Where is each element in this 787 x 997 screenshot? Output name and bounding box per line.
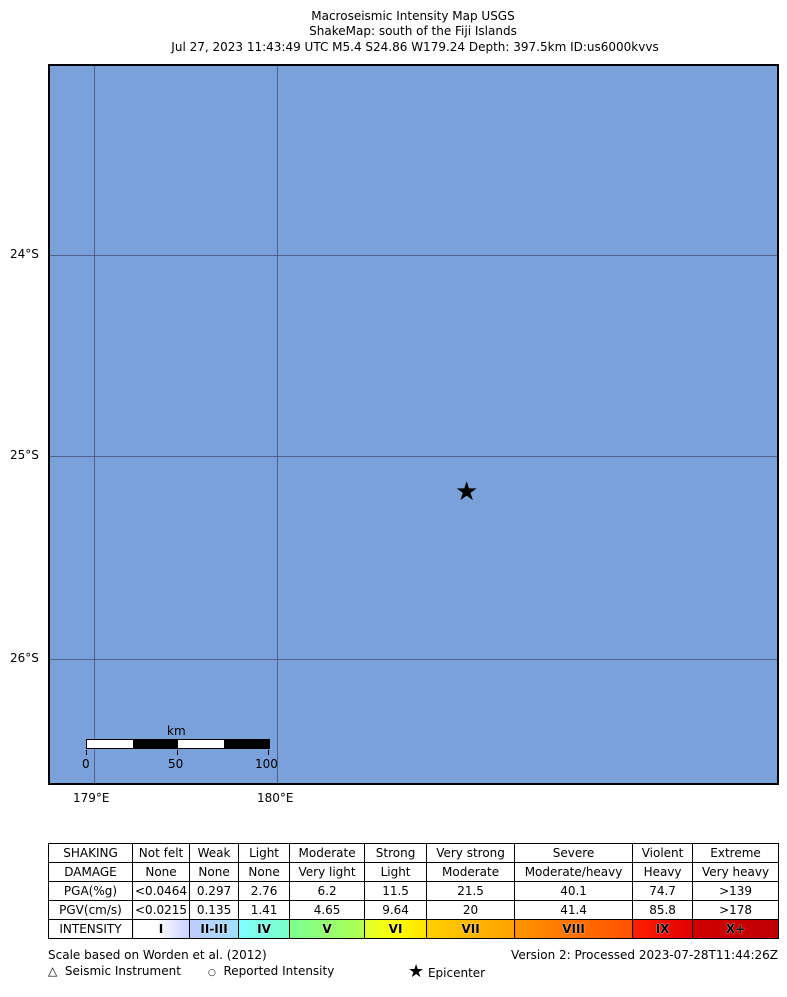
legend-cell: 20 <box>426 900 516 920</box>
parallel-26s <box>50 659 777 660</box>
legend-row-damage: DAMAGE None None None Very light Light Moderat… <box>48 862 780 882</box>
legend-cell: 85.8 <box>632 900 694 920</box>
parallel-24s <box>50 255 777 256</box>
meridian-180 <box>277 66 278 783</box>
scale-note: Scale based on Worden et al. (2012) <box>48 948 267 962</box>
legend-cell: 11.5 <box>364 881 428 901</box>
legend-cell: VI <box>364 919 428 939</box>
legend-cell: 40.1 <box>514 881 634 901</box>
legend-cell: 6.2 <box>289 881 366 901</box>
legend-cell: V <box>289 919 366 939</box>
legend-cell: Extreme <box>692 843 780 863</box>
legend-cell: VII <box>426 919 516 939</box>
intensity-legend-table: SHAKING Not felt Weak Light Moderate Strong Ve… <box>48 843 780 939</box>
scale-tick-0: 0 <box>82 757 90 771</box>
lon-label-179e: 179°E <box>73 791 110 805</box>
legend-cell: Moderate <box>426 862 516 882</box>
epicenter-legend: ★ Epicenter <box>408 961 486 982</box>
circle-icon: ○ <box>208 968 216 978</box>
row-label: PGA(%g) <box>48 881 133 901</box>
legend-cell: IV <box>238 919 291 939</box>
seismic-instrument-legend: △ Seismic Instrument <box>48 964 181 978</box>
legend-cell: Very heavy <box>692 862 780 882</box>
legend-cell: Moderate <box>289 843 366 863</box>
lat-label-26s: 26°S <box>10 651 39 665</box>
legend-cell: >139 <box>692 881 780 901</box>
legend-row-pgvcms: PGV(cm/s) <0.0215 0.135 1.41 4.65 9.64 20 41.4 8… <box>48 900 780 920</box>
legend-cell: 0.135 <box>189 900 240 920</box>
legend-cell: IX <box>632 919 694 939</box>
legend-row-shaking: SHAKING Not felt Weak Light Moderate Strong Ve… <box>48 843 780 863</box>
legend-cell: 21.5 <box>426 881 516 901</box>
legend-cell: I <box>131 919 191 939</box>
version-info: Version 2: Processed 2023-07-28T11:44:26… <box>511 948 778 962</box>
scale-unit: km <box>167 724 186 738</box>
row-label: DAMAGE <box>48 862 133 882</box>
star-icon: ★ <box>408 961 425 982</box>
legend-cell: Light <box>364 862 428 882</box>
row-label: SHAKING <box>48 843 133 863</box>
legend-row-intensity: INTENSITY I II-III IV V VI VII VIII IX X+ <box>48 919 780 939</box>
parallel-25s <box>50 456 777 457</box>
scale-bar <box>86 739 270 749</box>
legend-cell: 74.7 <box>632 881 694 901</box>
legend-cell: >178 <box>692 900 780 920</box>
legend-cell: 4.65 <box>289 900 366 920</box>
legend-cell: Severe <box>514 843 634 863</box>
legend-cell: <0.0215 <box>131 900 191 920</box>
lon-label-180e: 180°E <box>257 791 294 805</box>
title-line-3: Jul 27, 2023 11:43:49 UTC M5.4 S24.86 W1… <box>171 40 659 54</box>
scale-tick-50: 50 <box>168 757 184 771</box>
legend-cell: X+ <box>692 919 780 939</box>
legend-cell: Not felt <box>131 843 191 863</box>
legend-cell: 2.76 <box>238 881 291 901</box>
epicenter-star-icon: ★ <box>455 477 479 507</box>
legend-cell: <0.0464 <box>131 881 191 901</box>
legend-cell: Very light <box>289 862 366 882</box>
legend-cell: Light <box>238 843 291 863</box>
meridian-179 <box>94 66 95 783</box>
legend-cell: None <box>189 862 240 882</box>
legend-cell: II-III <box>189 919 240 939</box>
scale-tick-100: 100 <box>255 757 278 771</box>
legend-cell: Strong <box>364 843 428 863</box>
legend-cell: None <box>131 862 191 882</box>
legend-cell: Violent <box>632 843 694 863</box>
legend-cell: 41.4 <box>514 900 634 920</box>
title-line-1: Macroseismic Intensity Map USGS <box>311 9 515 23</box>
legend-cell: VIII <box>514 919 634 939</box>
legend-cell: 9.64 <box>364 900 428 920</box>
legend-cell: 1.41 <box>238 900 291 920</box>
legend-row-pgag: PGA(%g) <0.0464 0.297 2.76 6.2 11.5 21.5 40.1 74… <box>48 881 780 901</box>
row-label: PGV(cm/s) <box>48 900 133 920</box>
legend-cell: Weak <box>189 843 240 863</box>
legend-cell: 0.297 <box>189 881 240 901</box>
triangle-icon: △ <box>48 964 58 978</box>
legend-cell: Very strong <box>426 843 516 863</box>
map[interactable]: ★ km 0 50 100 <box>48 64 779 785</box>
lat-label-24s: 24°S <box>10 247 39 261</box>
legend-cell: Moderate/heavy <box>514 862 634 882</box>
lat-label-25s: 25°S <box>10 448 39 462</box>
row-label: INTENSITY <box>48 919 133 939</box>
reported-intensity-legend: ○ Reported Intensity <box>208 964 335 978</box>
title-line-2: ShakeMap: south of the Fiji Islands <box>309 24 517 38</box>
legend-cell: Heavy <box>632 862 694 882</box>
legend-cell: None <box>238 862 291 882</box>
